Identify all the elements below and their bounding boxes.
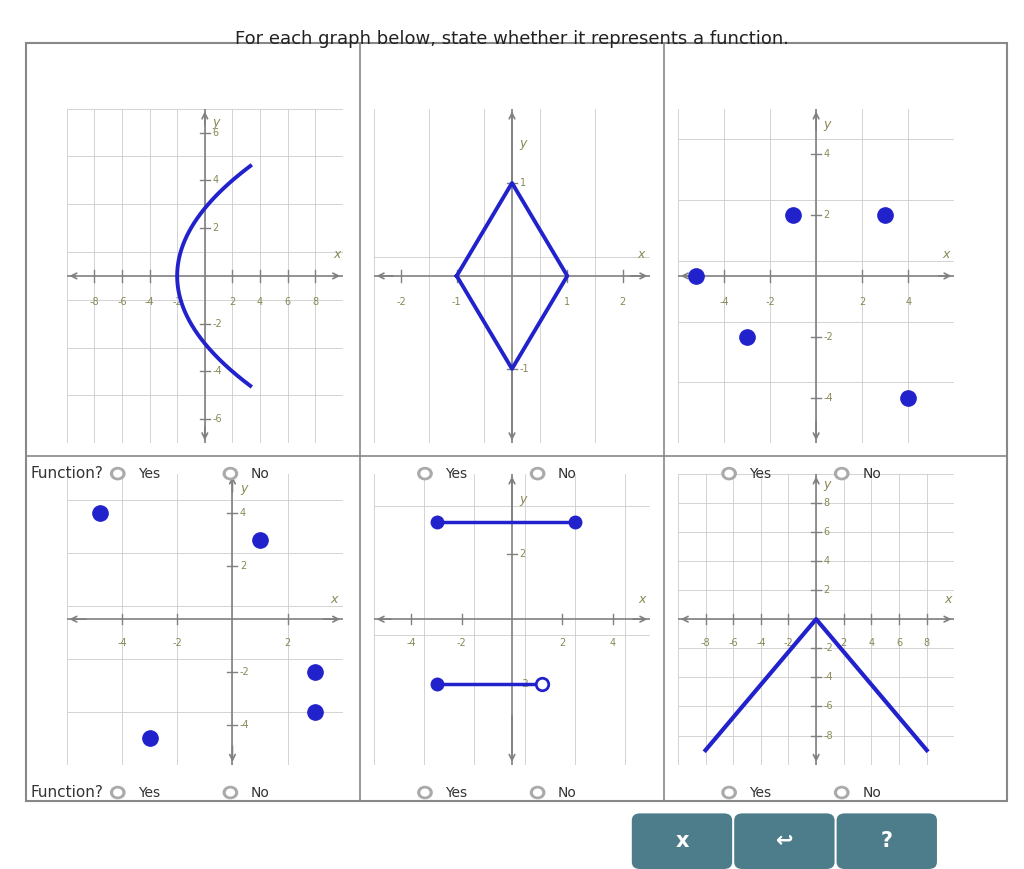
Text: 2: 2: [620, 297, 626, 307]
Text: 1: 1: [519, 178, 525, 188]
Text: -1: -1: [452, 297, 462, 307]
Text: 2: 2: [841, 638, 847, 647]
Text: -8: -8: [700, 638, 711, 647]
Text: -1: -1: [519, 364, 529, 374]
Text: x: x: [330, 593, 338, 606]
Text: y: y: [519, 136, 526, 149]
Text: -2: -2: [823, 332, 834, 342]
Text: -4: -4: [212, 367, 222, 376]
Text: 4: 4: [823, 149, 829, 159]
Text: y: y: [519, 493, 526, 506]
Text: -4: -4: [823, 673, 834, 682]
Text: 4: 4: [240, 508, 246, 518]
Text: -2: -2: [172, 638, 182, 647]
Text: No: No: [558, 786, 577, 799]
Text: 8: 8: [823, 498, 829, 507]
Text: 8: 8: [312, 297, 318, 307]
Text: Yes: Yes: [445, 467, 468, 481]
Text: 4: 4: [212, 176, 218, 185]
Text: -2: -2: [240, 667, 250, 677]
Text: No: No: [558, 467, 577, 481]
Text: 2: 2: [859, 297, 865, 307]
Text: No: No: [251, 786, 269, 799]
Text: 2: 2: [823, 210, 829, 220]
Text: -8: -8: [89, 297, 99, 307]
Text: y: y: [212, 116, 219, 129]
Text: -4: -4: [407, 638, 417, 647]
Text: 4: 4: [257, 297, 263, 307]
Text: -4: -4: [240, 720, 250, 730]
Text: 2: 2: [229, 297, 236, 307]
Text: -6: -6: [728, 638, 738, 647]
Text: No: No: [862, 786, 881, 799]
Text: -4: -4: [719, 297, 729, 307]
Text: Yes: Yes: [445, 786, 468, 799]
Text: x: x: [944, 593, 951, 606]
Text: 2: 2: [559, 638, 565, 647]
Text: -4: -4: [756, 638, 766, 647]
Text: 4: 4: [823, 556, 829, 566]
Text: -2: -2: [457, 638, 467, 647]
Text: x: x: [675, 831, 689, 852]
Text: x: x: [637, 248, 645, 261]
Text: 2: 2: [240, 561, 246, 571]
Text: -6: -6: [823, 701, 834, 712]
Text: -2: -2: [783, 638, 794, 647]
Text: No: No: [251, 467, 269, 481]
Text: Yes: Yes: [138, 786, 161, 799]
Text: ?: ?: [881, 831, 893, 852]
Text: Function?: Function?: [31, 785, 103, 800]
Text: -2: -2: [823, 643, 834, 653]
Text: For each graph below, state whether it represents a function.: For each graph below, state whether it r…: [234, 30, 790, 49]
Text: -6: -6: [117, 297, 127, 307]
Text: -4: -4: [117, 638, 127, 647]
Text: Yes: Yes: [750, 786, 772, 799]
Text: -2: -2: [172, 297, 182, 307]
Text: y: y: [823, 478, 830, 491]
Text: -4: -4: [144, 297, 155, 307]
Text: 1: 1: [564, 297, 570, 307]
Text: 8: 8: [924, 638, 930, 647]
Text: ↩: ↩: [775, 831, 794, 852]
Text: x: x: [942, 248, 950, 261]
Text: y: y: [823, 118, 830, 130]
Text: 6: 6: [212, 128, 218, 137]
Text: -4: -4: [823, 393, 834, 402]
Text: -2: -2: [519, 679, 529, 689]
Text: 6: 6: [285, 297, 291, 307]
Text: 2: 2: [285, 638, 291, 647]
Text: -2: -2: [212, 319, 222, 328]
Text: No: No: [862, 467, 881, 481]
Text: -2: -2: [396, 297, 407, 307]
Text: 2: 2: [212, 223, 218, 233]
Text: Yes: Yes: [750, 467, 772, 481]
Text: y: y: [240, 481, 247, 494]
Text: 4: 4: [609, 638, 615, 647]
Text: Yes: Yes: [138, 467, 161, 481]
Text: 4: 4: [868, 638, 874, 647]
Text: -8: -8: [823, 731, 834, 740]
Text: x: x: [333, 248, 340, 261]
Text: -2: -2: [765, 297, 775, 307]
Text: 2: 2: [519, 549, 525, 560]
Text: -6: -6: [212, 415, 222, 424]
Text: 2: 2: [823, 585, 829, 595]
Text: 4: 4: [905, 297, 911, 307]
Text: x: x: [638, 593, 645, 606]
Text: Function?: Function?: [31, 466, 103, 481]
Text: 6: 6: [896, 638, 902, 647]
Text: 6: 6: [823, 527, 829, 537]
